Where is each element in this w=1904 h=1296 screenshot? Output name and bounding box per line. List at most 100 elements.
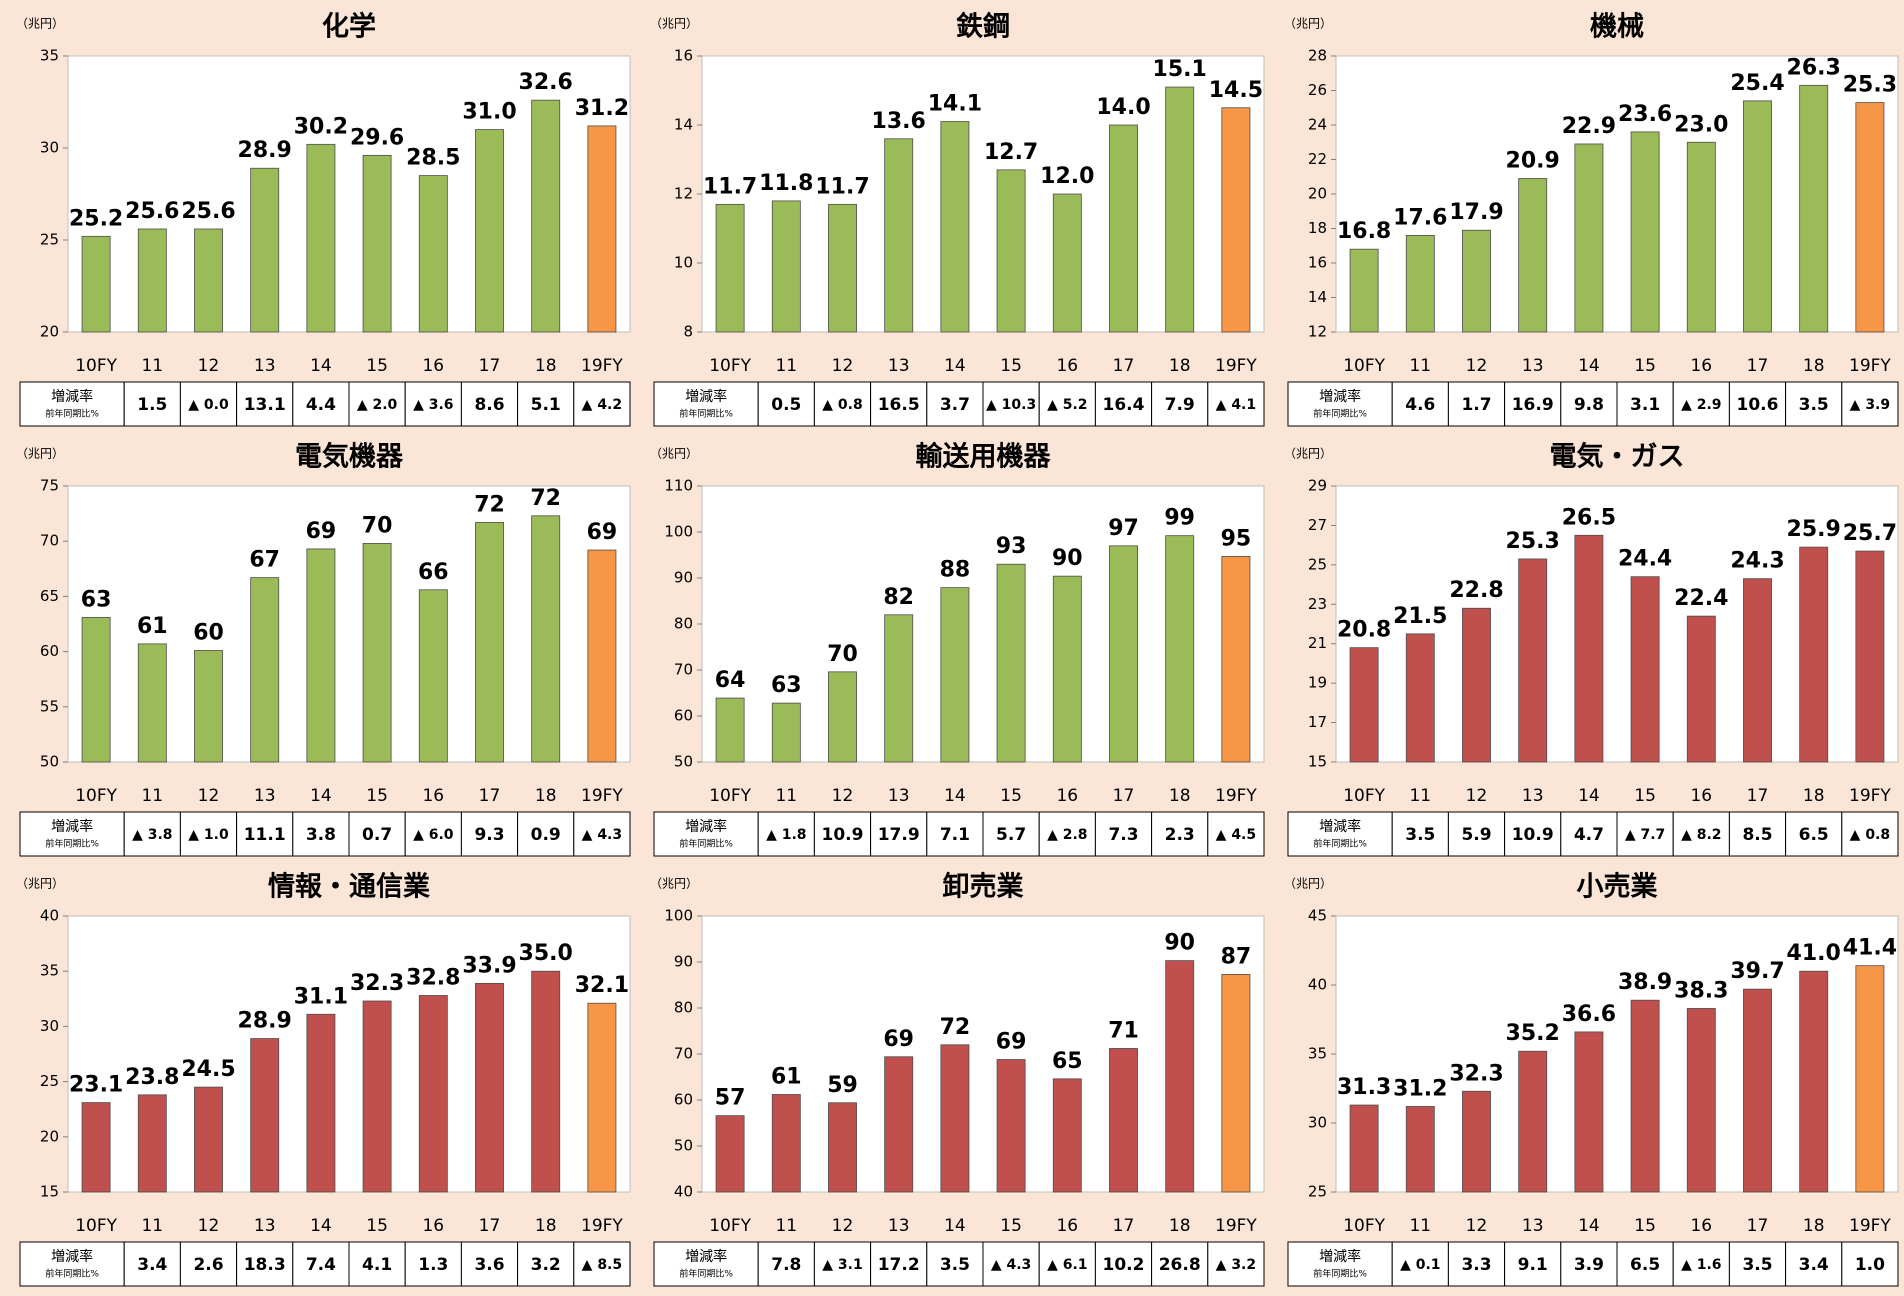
- growth-cell: [348, 1241, 406, 1287]
- growth-value: ▲ 7.7: [1625, 827, 1665, 843]
- growth-cell: [757, 1241, 815, 1287]
- value-label: 70: [827, 642, 858, 667]
- growth-value: ▲ 3.2: [1216, 1257, 1256, 1273]
- y-tick-label: 29: [1308, 477, 1327, 495]
- x-tick-label: 17: [1747, 356, 1769, 376]
- growth-cell: [236, 1241, 294, 1287]
- bar: [1574, 143, 1604, 333]
- y-tick-label: 24: [1308, 116, 1327, 134]
- growth-cell: [1785, 1241, 1843, 1287]
- y-tick-label: 19: [1308, 674, 1327, 692]
- value-label: 65: [1052, 1049, 1083, 1074]
- growth-cell: [179, 381, 238, 427]
- growth-value: 5.1: [531, 395, 561, 415]
- growth-value: 3.4: [1799, 1255, 1829, 1275]
- x-tick-label: 10FY: [709, 786, 751, 806]
- y-tick-label: 60: [40, 642, 59, 660]
- growth-sublabel: 前年同期比%: [679, 1268, 733, 1280]
- bar: [1799, 546, 1829, 763]
- growth-value: 3.2: [531, 1255, 561, 1275]
- bar: [1221, 555, 1251, 763]
- value-label: 31.2: [575, 96, 629, 121]
- bar: [828, 671, 857, 763]
- bar: [996, 169, 1026, 333]
- bar: [771, 1094, 801, 1193]
- value-label: 41.0: [1787, 941, 1841, 966]
- value-label: 87: [1221, 944, 1252, 969]
- value-label: 14.1: [928, 92, 982, 117]
- bar: [828, 1102, 857, 1193]
- x-tick-label: 11: [775, 1216, 797, 1236]
- bar: [306, 1013, 336, 1193]
- value-label: 23.0: [1674, 112, 1728, 137]
- value-label: 25.9: [1787, 517, 1841, 542]
- growth-cell: [1616, 381, 1674, 427]
- value-label: 25.4: [1730, 71, 1784, 96]
- x-tick-label: 17: [479, 786, 501, 806]
- growth-cell: [1151, 811, 1209, 857]
- value-label: 14.0: [1096, 95, 1150, 120]
- bar: [1855, 102, 1885, 333]
- growth-value: 6.5: [1630, 1255, 1660, 1275]
- growth-label-cell: [19, 1241, 125, 1287]
- growth-value: 3.5: [940, 1255, 970, 1275]
- y-tick-label: 25: [40, 231, 59, 249]
- bar: [1221, 974, 1251, 1193]
- y-tick-label: 50: [40, 753, 59, 771]
- y-tick-label: 60: [674, 1091, 693, 1109]
- growth-cell: [1728, 811, 1787, 857]
- x-tick-label: 13: [1522, 356, 1544, 376]
- bar: [418, 175, 448, 333]
- x-tick-label: 13: [254, 356, 276, 376]
- growth-cell: [573, 381, 631, 427]
- value-label: 38.9: [1618, 970, 1672, 995]
- growth-cell: [1785, 811, 1843, 857]
- growth-value: 0.9: [531, 825, 561, 845]
- y-tick-label: 28: [1308, 47, 1327, 65]
- y-tick-label: 20: [1308, 185, 1327, 203]
- value-label: 17.6: [1393, 205, 1447, 230]
- growth-value: 0.5: [771, 395, 801, 415]
- unit-label: （兆円）: [650, 877, 698, 891]
- y-tick-label: 50: [674, 753, 693, 771]
- growth-label-cell: [1287, 381, 1393, 427]
- growth-value: 3.3: [1461, 1255, 1491, 1275]
- growth-value: 13.1: [244, 395, 286, 415]
- x-tick-label: 19FY: [1215, 356, 1257, 376]
- x-tick-label: 12: [198, 1216, 220, 1236]
- y-tick-label: 21: [1308, 634, 1327, 652]
- value-label: 25.6: [181, 199, 235, 224]
- growth-value: 3.9: [1574, 1255, 1604, 1275]
- y-tick-label: 45: [1308, 907, 1327, 925]
- value-label: 25.7: [1843, 521, 1897, 546]
- bar: [418, 995, 448, 1193]
- bar: [1052, 575, 1082, 763]
- unit-label: （兆円）: [1284, 877, 1332, 891]
- value-label: 12.7: [984, 140, 1038, 165]
- unit-label: （兆円）: [1284, 17, 1332, 31]
- growth-value: ▲ 3.1: [822, 1257, 862, 1273]
- value-label: 12.0: [1040, 164, 1094, 189]
- y-tick-label: 8: [683, 323, 693, 341]
- bar: [940, 1044, 970, 1193]
- bar: [715, 697, 745, 763]
- bar: [1165, 960, 1195, 1193]
- value-label: 25.2: [69, 206, 123, 231]
- growth-value: ▲ 0.0: [188, 397, 229, 413]
- growth-cell: [292, 381, 350, 427]
- value-label: 17.9: [1449, 200, 1503, 225]
- growth-value: ▲ 4.3: [991, 1257, 1031, 1273]
- value-label: 32.3: [1449, 1061, 1503, 1086]
- value-label: 25.3: [1506, 529, 1560, 554]
- growth-value: ▲ 2.8: [1047, 827, 1087, 843]
- growth-value: ▲ 4.2: [582, 397, 622, 413]
- value-label: 99: [1164, 506, 1195, 531]
- y-tick-label: 90: [674, 953, 693, 971]
- unit-label: （兆円）: [650, 447, 698, 461]
- x-tick-label: 15: [366, 356, 388, 376]
- bar: [828, 203, 857, 333]
- growth-sublabel: 前年同期比%: [45, 1268, 99, 1280]
- value-label: 69: [996, 1030, 1027, 1055]
- value-label: 13.6: [872, 109, 926, 134]
- growth-value: ▲ 1.8: [766, 827, 806, 843]
